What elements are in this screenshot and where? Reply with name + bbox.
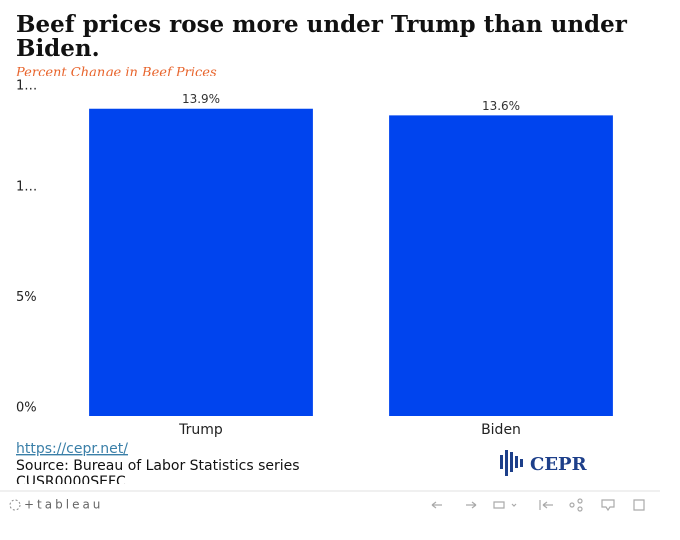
logo-text: CEPR — [530, 454, 588, 475]
subtitle-clip: Percent Change in Beef Prices — [15, 66, 217, 81]
value-label: 13.9% — [182, 92, 220, 106]
tableau-icon — [9, 499, 21, 511]
value-label: 13.6% — [482, 99, 520, 113]
toolbar-icons[interactable] — [431, 498, 645, 512]
source-text: Source: Bureau of Labor Statistics serie… — [16, 458, 300, 474]
chart-subtitle: Percent Change in Beef Prices — [15, 66, 217, 81]
bar — [89, 108, 313, 416]
y-tick-label: 5% — [16, 290, 37, 305]
x-tick-label: Biden — [481, 422, 521, 438]
source-text: CUSR0000SEFC — [16, 474, 126, 490]
plot-area: 0% 5% 1… 1… Trump 13.9% Biden 13.6% — [16, 79, 613, 438]
y-tick-label: 1… — [16, 79, 37, 94]
chart-title: Biden. — [16, 35, 100, 62]
footer: https://cepr.net/ Source: Bureau of Labo… — [16, 441, 300, 490]
bar — [389, 115, 613, 417]
source-link[interactable]: https://cepr.net/ — [16, 441, 128, 457]
logo: CEPR — [500, 450, 588, 476]
y-tick-label: 1… — [16, 179, 37, 194]
tableau-brand[interactable]: +tableau — [24, 498, 103, 512]
x-tick-label: Trump — [178, 422, 223, 438]
chart-title: Beef prices rose more under Trump than u… — [16, 11, 628, 38]
y-tick-label: 0% — [16, 401, 37, 416]
